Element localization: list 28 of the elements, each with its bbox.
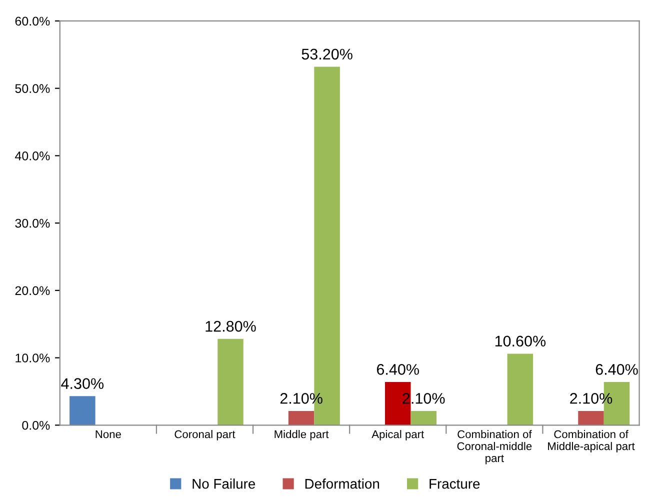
x-tick-label: Coronal part xyxy=(174,430,236,440)
data-label: 6.40% xyxy=(596,364,638,375)
y-tick-label: 60.0% xyxy=(15,16,50,26)
bar xyxy=(70,396,96,426)
bar xyxy=(410,411,436,426)
x-tick-label: Combination of Coronal-middle part xyxy=(457,430,532,464)
y-tick-label: 50.0% xyxy=(15,84,50,93)
y-tick-label: 30.0% xyxy=(15,218,50,228)
y-tick-label: 40.0% xyxy=(15,151,50,160)
x-tick-label: Combination of Middle-apical part xyxy=(548,430,635,452)
data-label: 4.30% xyxy=(61,378,104,389)
data-label: 10.60% xyxy=(495,336,546,347)
data-label: 53.20% xyxy=(302,48,352,60)
bar xyxy=(218,338,244,426)
y-tick-label: 10.0% xyxy=(16,354,50,362)
x-tick-label: None xyxy=(96,430,121,438)
legend-label: Deformation xyxy=(305,478,380,489)
data-label: 6.40% xyxy=(376,364,419,375)
x-tick-label: Middle part xyxy=(274,430,329,440)
bar xyxy=(288,411,314,426)
data-label: 12.80% xyxy=(206,320,256,332)
y-tick-label: 20.0% xyxy=(15,286,50,296)
x-tick-label: Apical part xyxy=(372,430,424,440)
y-tick-label: 0.0% xyxy=(22,420,50,430)
legend-label: Fracture xyxy=(430,479,480,489)
bar xyxy=(507,354,534,426)
bar xyxy=(578,411,604,426)
legend-label: No Failure xyxy=(192,478,256,489)
